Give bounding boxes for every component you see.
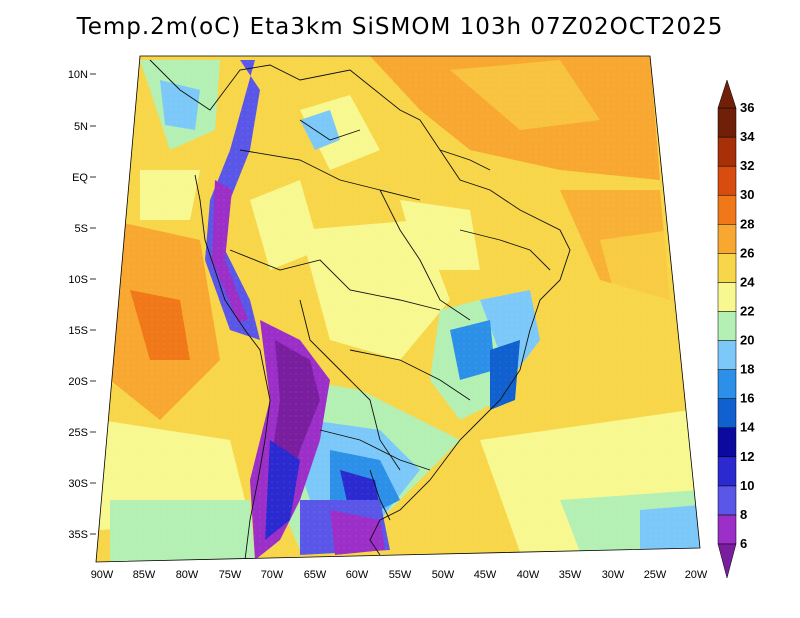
temperature-field: [96, 56, 700, 562]
map-frame: [95, 55, 701, 563]
lon-label: 75W: [219, 569, 242, 581]
lon-label: 30W: [602, 569, 625, 581]
lon-label: 55W: [389, 569, 412, 581]
colorbar-segment: [717, 107, 737, 138]
colorbar-label: 12: [740, 449, 754, 464]
colorbar-segment: [717, 311, 737, 341]
colorbar-segment: [717, 136, 737, 167]
colorbar-label: 8: [740, 507, 747, 522]
lon-label: 70W: [261, 569, 284, 581]
colorbar-min-arrow: [717, 543, 737, 579]
colorbar-label: 36: [740, 100, 754, 115]
colorbar-label: 14: [740, 420, 755, 435]
colorbar-segment: [717, 194, 737, 225]
colorbar-segment: [717, 253, 737, 283]
lon-label: 60W: [346, 569, 369, 581]
colorbar-label: 26: [740, 245, 754, 260]
colorbar-label: 10: [740, 478, 754, 493]
colorbar-label: 28: [740, 216, 754, 231]
lon-label: 90W: [91, 569, 114, 581]
colorbar-segment: [717, 514, 737, 545]
colorbar-label: 24: [740, 274, 755, 289]
colorbar-label: 6: [740, 536, 747, 551]
lat-label: 35S: [68, 529, 88, 541]
colorbar-label: 18: [740, 362, 754, 377]
lat-label: 10N: [68, 69, 88, 81]
colorbar-label: 32: [740, 158, 754, 173]
lat-label: 30S: [68, 478, 88, 490]
colorbar-segment: [717, 282, 737, 312]
lon-label: 65W: [304, 569, 327, 581]
colorbar-label: 30: [740, 187, 754, 202]
lat-label: 20S: [68, 376, 88, 388]
colorbar-label: 16: [740, 391, 754, 406]
lat-label: EQ: [72, 172, 88, 184]
colorbar-label: 22: [740, 303, 754, 318]
lon-label: 85W: [133, 569, 156, 581]
colorbar-segment: [717, 340, 737, 370]
lon-label: 35W: [559, 569, 582, 581]
lat-label: 15S: [68, 325, 88, 337]
lon-label: 50W: [432, 569, 455, 581]
colorbar-segment: [717, 485, 737, 516]
colorbar-segment: [717, 398, 737, 428]
colorbar-segment: [717, 224, 737, 254]
lon-label: 80W: [176, 569, 199, 581]
lon-label: 40W: [517, 569, 540, 581]
colorbar-max-arrow: [717, 79, 737, 109]
map-title: Temp.2m(oC) Eta3km SiSMOM 103h 07Z02OCT2…: [76, 14, 724, 40]
colorbar-segment: [717, 456, 737, 487]
lat-label: 5N: [74, 121, 88, 133]
lat-label: 5S: [75, 223, 88, 235]
longitude-labels: 90W 85W 80W 75W 70W 65W 60W 55W 50W 45W …: [91, 569, 708, 581]
colorbar-label: 34: [740, 129, 755, 144]
colorbar-label: 20: [740, 333, 754, 348]
colorbar-segment: [717, 427, 737, 458]
colorbar-segment: [717, 369, 737, 399]
colorbar: 6 8 10 12 14 16 18 20 22 24 26 28 30 32 34 36: [717, 79, 755, 579]
colorbar-segment: [717, 165, 737, 196]
lon-label: 20W: [685, 569, 708, 581]
lat-label: 10S: [68, 274, 88, 286]
axis-ticks: [90, 73, 96, 535]
country-borders: [149, 59, 571, 561]
lon-label: 25W: [644, 569, 667, 581]
lat-label: 25S: [68, 427, 88, 439]
lon-label: 45W: [474, 569, 497, 581]
latitude-labels: 10N 5N EQ 5S 10S 15S 20S 25S 30S 35S: [68, 69, 89, 541]
